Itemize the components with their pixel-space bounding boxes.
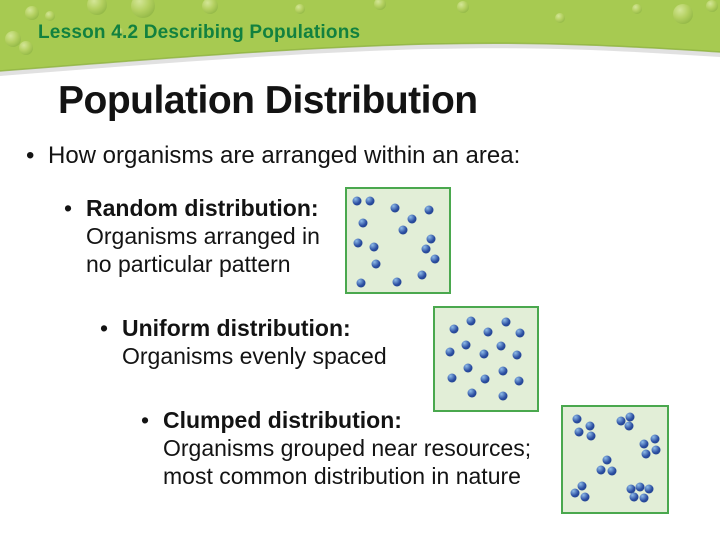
section-clumped: • Clumped distribution: Organisms groupe… xyxy=(141,406,531,490)
organism-dot xyxy=(650,434,660,444)
lesson-label: Lesson 4.2 Describing Populations xyxy=(38,22,361,43)
uniform-distribution-box xyxy=(433,306,539,412)
organism-dot xyxy=(626,484,636,494)
organism-dot xyxy=(635,482,645,492)
organism-dot xyxy=(498,366,508,376)
bullet-glyph: • xyxy=(64,195,73,221)
header-wave-graphic xyxy=(0,0,720,76)
organism-dot xyxy=(463,363,473,373)
organism-dot xyxy=(466,316,476,326)
organism-dot xyxy=(596,465,606,475)
bullet-glyph: • xyxy=(100,315,109,341)
organism-dot xyxy=(496,341,506,351)
organism-dot xyxy=(515,328,525,338)
organism-dot xyxy=(639,493,649,503)
random-line-1: Organisms arranged in xyxy=(86,223,320,249)
organism-dot xyxy=(607,466,617,476)
section-random: • Random distribution: Organisms arrange… xyxy=(64,194,320,278)
organism-dot xyxy=(430,254,440,264)
organism-dot xyxy=(461,340,471,350)
organism-dot xyxy=(449,324,459,334)
organism-dot xyxy=(616,416,626,426)
organism-dot xyxy=(356,278,366,288)
organism-dot xyxy=(480,374,490,384)
droplet-texture xyxy=(5,0,718,55)
intro-text: How organisms are arranged within an are… xyxy=(48,142,521,169)
organism-dot xyxy=(572,414,582,424)
random-line-2: no particular pattern xyxy=(86,251,291,277)
organism-dot xyxy=(426,234,436,244)
organism-dot xyxy=(369,242,379,252)
organism-dot xyxy=(447,373,457,383)
organism-dot xyxy=(467,388,477,398)
organism-dot xyxy=(358,218,368,228)
organism-dot xyxy=(424,205,434,215)
organism-dot xyxy=(629,492,639,502)
organism-dot xyxy=(577,481,587,491)
organism-dot xyxy=(352,196,362,206)
organism-dot xyxy=(651,445,661,455)
organism-dot xyxy=(602,455,612,465)
random-distribution-box xyxy=(345,187,451,294)
organism-dot xyxy=(407,214,417,224)
intro-bullet-row: • How organisms are arranged within an a… xyxy=(26,141,520,171)
section-clumped-text: Clumped distribution: Organisms grouped … xyxy=(163,406,531,490)
organism-dot xyxy=(639,439,649,449)
organism-dot xyxy=(390,203,400,213)
organism-dot xyxy=(586,431,596,441)
section-uniform-text: Uniform distribution: Organisms evenly s… xyxy=(122,314,387,370)
clumped-distribution-box xyxy=(561,405,669,514)
organism-dot xyxy=(514,376,524,386)
organism-dot xyxy=(483,327,493,337)
random-heading: Random distribution: xyxy=(86,195,319,221)
organism-dot xyxy=(417,270,427,280)
section-uniform: • Uniform distribution: Organisms evenly… xyxy=(100,314,387,370)
organism-dot xyxy=(498,391,508,401)
uniform-heading: Uniform distribution: xyxy=(122,315,351,341)
organism-dot xyxy=(580,492,590,502)
organism-dot xyxy=(501,317,511,327)
organism-dot xyxy=(365,196,375,206)
organism-dot xyxy=(371,259,381,269)
bullet-glyph: • xyxy=(26,142,35,169)
organism-dot xyxy=(512,350,522,360)
clumped-heading: Clumped distribution: xyxy=(163,407,402,433)
organism-dot xyxy=(644,484,654,494)
uniform-line-1: Organisms evenly spaced xyxy=(122,343,387,369)
organism-dot xyxy=(421,244,431,254)
organism-dot xyxy=(398,225,408,235)
organism-dot xyxy=(570,488,580,498)
organism-dot xyxy=(585,421,595,431)
organism-dot xyxy=(479,349,489,359)
page-title: Population Distribution xyxy=(58,79,478,122)
organism-dot xyxy=(625,412,635,422)
organism-dot xyxy=(392,277,402,287)
organism-dot xyxy=(353,238,363,248)
organism-dot xyxy=(445,347,455,357)
organism-dot xyxy=(641,449,651,459)
organism-dot xyxy=(574,427,584,437)
section-random-text: Random distribution: Organisms arranged … xyxy=(86,194,320,278)
clumped-line-1: Organisms grouped near resources; xyxy=(163,435,532,461)
clumped-line-2: most common distribution in nature xyxy=(163,463,521,489)
bullet-glyph: • xyxy=(141,407,150,433)
organism-dot xyxy=(624,421,634,431)
